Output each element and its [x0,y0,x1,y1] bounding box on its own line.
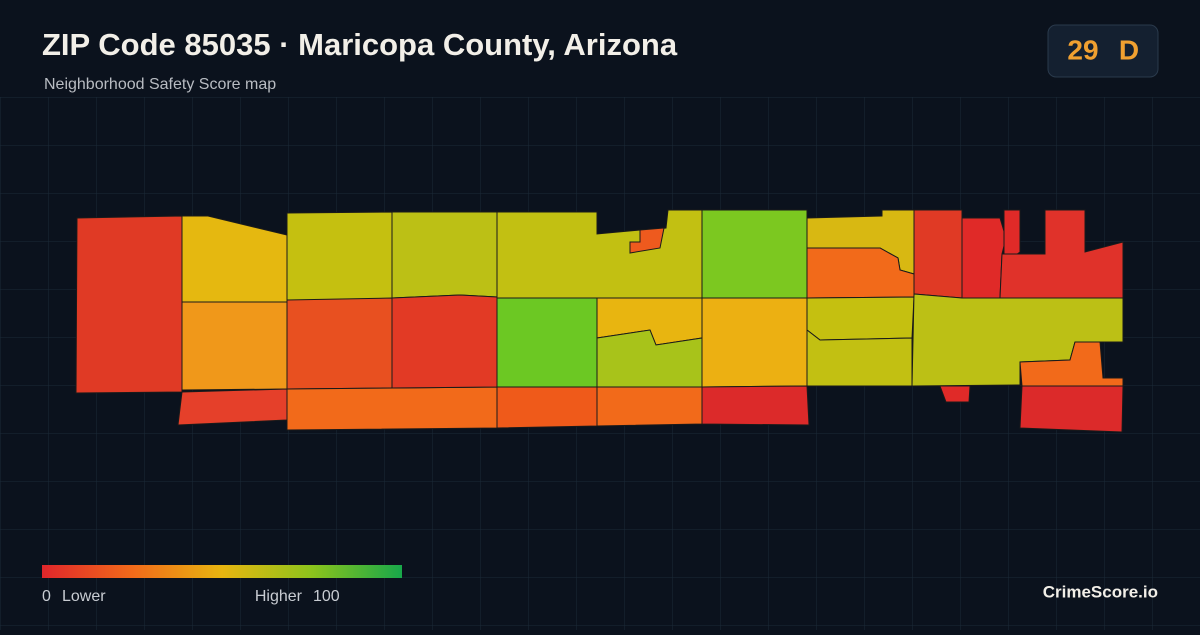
area [701,209,808,299]
area [913,209,963,299]
legend-min: 0 [42,588,51,605]
area [939,385,971,403]
map [75,209,1124,433]
area [391,294,498,389]
legend-max: 100 [313,588,340,605]
brand: CrimeScore.io [1043,582,1158,601]
area [286,386,498,431]
score-badge [1047,24,1159,78]
area [286,297,393,390]
score-value: 29 [1067,34,1098,65]
legend-scale [42,565,402,578]
area [496,386,598,429]
title: ZIP Code 85035 · Maricopa County, Arizon… [42,27,678,62]
area [286,211,393,301]
area [1019,385,1124,433]
area [701,385,810,426]
area [177,388,288,426]
area [1003,209,1021,256]
legend-max-label: Higher [255,588,303,605]
area [629,227,665,254]
area [806,328,913,387]
legend-min-label: Lower [62,588,106,605]
score-grade: D [1119,34,1139,65]
area [181,301,288,391]
subtitle: Neighborhood Safety Score map [44,76,276,93]
area [496,297,598,388]
area [596,386,703,427]
area [391,211,498,299]
area [75,215,183,394]
area [701,297,808,388]
area [806,296,915,341]
area [961,217,1007,299]
